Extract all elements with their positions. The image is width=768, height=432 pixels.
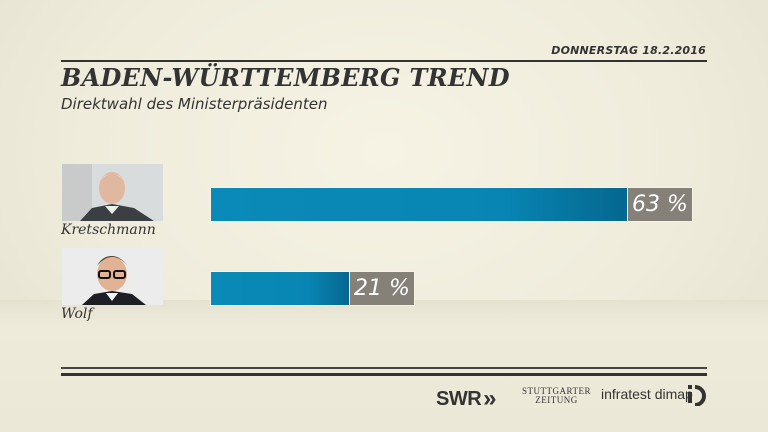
value-label: 63 % [628,188,692,221]
candidate-name: Wolf [61,306,93,322]
header-rule [61,60,707,62]
page-title: BADEN-WÜRTTEMBERG TREND [61,63,510,92]
swr-logo: SWR» [436,384,497,412]
stz-line1: STUTTGARTER [522,386,591,396]
date-label: DONNERSTAG 18.2.2016 [551,44,706,57]
footer-rule-thin [61,367,707,369]
candidate-photo-wolf [62,248,163,305]
bar-wolf [211,272,350,305]
bar-kretschmann [211,188,628,221]
candidate-name: Kretschmann [61,222,156,238]
swr-logo-text: SWR [436,388,482,410]
stuttgarter-zeitung-logo: STUTTGARTER ZEITUNG [522,387,591,405]
infratest-dimap-logo: infratest dimap [601,386,693,402]
page-subtitle: Direktwahl des Ministerpräsidenten [61,95,328,113]
background-floor [0,300,768,432]
footer-rule-thick [61,373,707,376]
infratest-dimap-icon [686,384,706,410]
stz-line2: ZEITUNG [535,395,578,405]
value-label: 21 % [350,272,414,305]
swr-arrows-icon: » [483,385,497,412]
candidate-photo-kretschmann [62,164,163,221]
